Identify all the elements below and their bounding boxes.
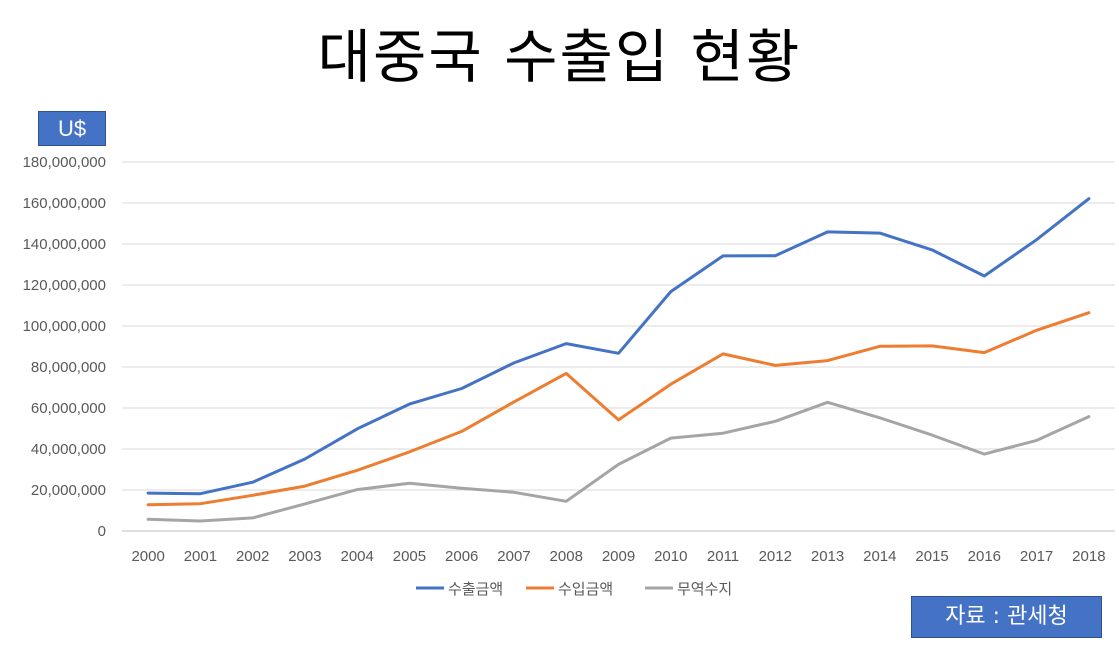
x-tick-label: 2016 — [968, 548, 1001, 565]
chart-title: 대중국 수출입 현황 — [317, 23, 802, 91]
y-tick-label: 60,000,000 — [31, 400, 106, 417]
source-label: 자료 : 관세청 — [911, 596, 1102, 638]
x-tick-label: 2011 — [707, 548, 739, 565]
y-tick-label: 40,000,000 — [31, 441, 106, 458]
x-tick-label: 2013 — [811, 548, 844, 565]
series-line — [146, 197, 1091, 496]
x-tick-label: 2017 — [1020, 548, 1053, 565]
y-tick-label: 20,000,000 — [31, 482, 106, 499]
x-tick-label: 2008 — [550, 548, 583, 565]
x-tick-label: 2014 — [863, 548, 896, 565]
y-tick-label: 180,000,000 — [23, 154, 106, 171]
y-tick-label: 140,000,000 — [23, 236, 106, 253]
legend: 수출금액 수입금액 무역수지 — [416, 580, 732, 598]
y-tick-label: 120,000,000 — [23, 277, 106, 294]
x-tick-label: 2009 — [602, 548, 635, 565]
y-tick-label: 0 — [98, 523, 106, 540]
series-line — [146, 311, 1091, 507]
x-tick-label: 2003 — [288, 548, 321, 565]
y-axis: 0 20,000,000 40,000,000 60,000,000 80,000,00… — [23, 154, 106, 540]
x-tick-label: 2006 — [445, 548, 478, 565]
x-tick-label: 2012 — [759, 548, 792, 565]
legend-entry: 수출금액 — [448, 580, 503, 598]
y-tick-label: 100,000,000 — [23, 318, 106, 335]
y-tick-label: 80,000,000 — [31, 359, 106, 376]
x-tick-label: 2005 — [393, 548, 426, 565]
x-tick-label: 2004 — [340, 548, 373, 565]
unit-label: U$ — [38, 111, 106, 146]
x-tick-label: 2018 — [1072, 548, 1105, 565]
y-tick-label: 160,000,000 — [23, 195, 106, 212]
x-tick-label: 2002 — [236, 548, 269, 565]
legend-entry: 무역수지 — [677, 580, 732, 598]
x-tick-label: 2000 — [131, 548, 164, 565]
legend-entry: 수입금액 — [558, 580, 613, 598]
x-axis: 2000 2001 2002 2003 2004 2005 2006 2007 2008 2009… — [131, 548, 1105, 565]
grid-lines — [122, 161, 1115, 532]
series-lines — [146, 197, 1091, 523]
x-tick-label: 2007 — [497, 548, 530, 565]
x-tick-label: 2001 — [184, 548, 217, 565]
series-line — [146, 400, 1091, 523]
x-tick-label: 2015 — [915, 548, 948, 565]
x-tick-label: 2010 — [654, 548, 687, 565]
